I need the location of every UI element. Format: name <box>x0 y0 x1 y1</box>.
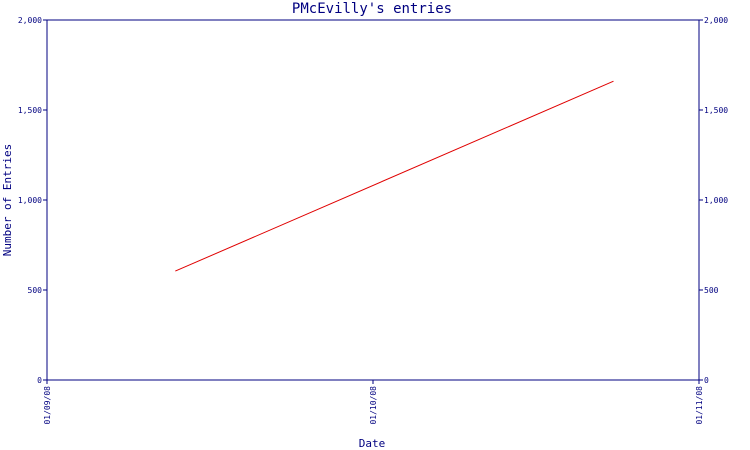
chart-title: PMcEvilly's entries <box>292 1 452 17</box>
y-tick-label-left-1: 500 <box>28 286 43 295</box>
y-axis-label: Number of Entries <box>1 144 14 257</box>
x-tick-label-0: 01/09/08 <box>43 386 52 425</box>
x-tick-label-2: 01/11/08 <box>695 386 704 425</box>
y-axis-right-ticks: 0 500 1,000 1,500 2,000 <box>699 16 728 385</box>
y-tick-label-left-4: 2,000 <box>18 16 42 25</box>
y-tick-label-right-1: 500 <box>704 286 719 295</box>
y-axis-left-ticks: 0 500 1,000 1,500 2,000 <box>18 16 47 385</box>
y-tick-label-left-3: 1,500 <box>18 106 42 115</box>
x-axis-label: Date <box>359 437 386 450</box>
y-tick-label-right-2: 1,000 <box>704 196 728 205</box>
y-tick-label-left-2: 1,000 <box>18 196 42 205</box>
series-line-0 <box>175 80 614 272</box>
y-tick-label-right-0: 0 <box>704 376 709 385</box>
series-group <box>175 80 614 272</box>
y-tick-label-right-4: 2,000 <box>704 16 728 25</box>
x-tick-label-1: 01/10/08 <box>369 386 378 425</box>
plot-area-frame <box>46 19 700 381</box>
y-tick-label-right-3: 1,500 <box>704 106 728 115</box>
y-tick-label-left-0: 0 <box>37 376 42 385</box>
x-axis-ticks: 01/09/08 01/10/08 01/11/08 <box>43 380 704 425</box>
